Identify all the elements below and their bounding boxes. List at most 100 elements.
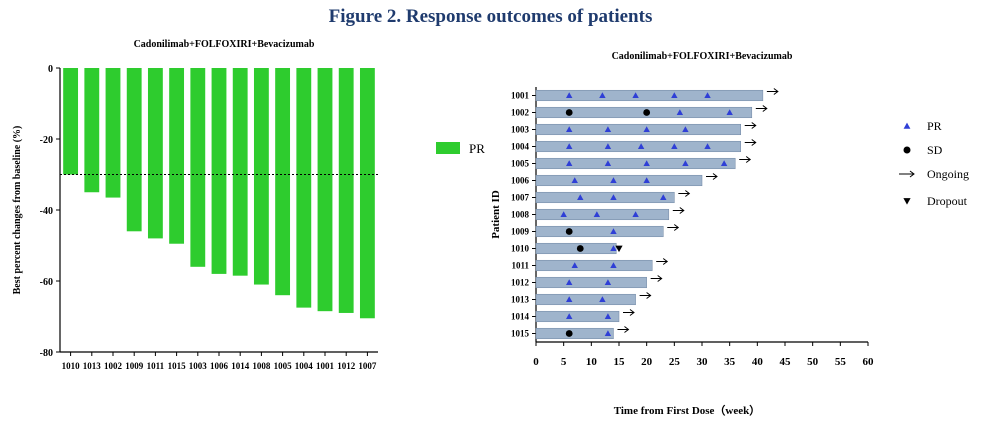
swimmer-x-tick-label: 40 [752, 356, 764, 368]
swimmer-x-tick-label: 30 [697, 356, 709, 368]
waterfall-y-tick-label: -40 [40, 206, 53, 217]
swimmer-pr-marker [560, 211, 567, 218]
swimmer-ongoing-arrow-head [629, 309, 635, 316]
swimmer-pr-marker [632, 211, 639, 218]
legend-pr-icon [903, 122, 911, 129]
waterfall-x-tick-label: 1011 [147, 361, 165, 371]
swimmer-x-tick-label: 35 [724, 356, 736, 368]
swimmer-pr-marker [599, 92, 606, 99]
legend-ongoing-icon-head [909, 170, 915, 178]
swimmer-legend-label: PR [927, 119, 942, 133]
swimmer-bar [535, 123, 741, 136]
swimmer-x-axis-label: Time from First Dose（week） [614, 404, 761, 417]
swimmer-patient-label: 1010 [511, 244, 530, 254]
swimmer-x-tick-label: 25 [669, 356, 681, 368]
swimmer-title: Cadonilimab+FOLFOXIRI+Bevacizumab [612, 51, 793, 62]
swimmer-pr-marker [566, 126, 573, 133]
swimmer-bar [535, 327, 614, 340]
swimmer-patient-label: 1012 [511, 278, 530, 288]
swimmer-pr-marker [643, 126, 650, 133]
swimmer-patient-label: 1014 [511, 312, 530, 322]
swimmer-pr-marker [643, 177, 650, 184]
swimmer-patient-label: 1003 [511, 125, 530, 135]
swimmer-pr-marker [566, 279, 573, 286]
waterfall-x-tick-label: 1005 [274, 361, 293, 371]
swimmer-pr-marker [704, 92, 711, 99]
waterfall-x-tick-label: 1001 [316, 361, 335, 371]
swimmer-pr-marker [599, 296, 606, 303]
swimmer-patient-label: 1001 [511, 91, 530, 101]
swimmer-pr-marker [571, 177, 578, 184]
swimmer-pr-marker [726, 109, 733, 116]
waterfall-x-tick-label: 1008 [252, 361, 271, 371]
swimmer-x-tick-label: 55 [835, 356, 847, 368]
swimmer-ongoing-arrow-head [685, 190, 691, 197]
swimmer-patient-label: 1004 [511, 142, 530, 152]
waterfall-bar [63, 68, 79, 175]
swimmer-bar [535, 276, 647, 289]
waterfall-x-tick-label: 1014 [231, 361, 250, 371]
swimmer-patient-label: 1006 [511, 176, 530, 186]
swimmer-ongoing-arrow-head [662, 258, 669, 265]
swimmer-patient-label: 1007 [511, 193, 530, 203]
swimmer-bar [535, 293, 636, 306]
swimmer-bar [535, 259, 653, 272]
waterfall-bar [275, 68, 291, 296]
swimmer-bar [535, 174, 703, 187]
swimmer-pr-marker [704, 143, 711, 150]
swimmer-legend-label: Ongoing [927, 167, 969, 181]
waterfall-bar [126, 68, 142, 232]
waterfall-legend-label: PR [469, 141, 485, 156]
swimmer-sd-marker [576, 245, 584, 252]
waterfall-bar [296, 68, 312, 308]
swimmer-sd-marker [565, 228, 573, 235]
waterfall-x-tick-label: 1012 [337, 361, 356, 371]
swimmer-pr-marker [682, 126, 689, 133]
swimmer-legend-label: Dropout [927, 194, 968, 208]
waterfall-x-tick-label: 1013 [83, 361, 102, 371]
swimmer-patient-label: 1015 [511, 329, 530, 339]
swimmer-pr-marker [676, 109, 684, 116]
swimmer-pr-marker [604, 143, 612, 150]
legend-dropout-icon [903, 198, 911, 205]
waterfall-x-tick-label: 1006 [210, 361, 229, 371]
swimmer-ongoing-arrow-head [657, 275, 663, 282]
waterfall-bar [105, 68, 121, 198]
waterfall-bar [232, 68, 248, 276]
swimmer-bar [535, 242, 617, 255]
swimmer-sd-marker [643, 109, 651, 116]
swimmer-ongoing-arrow-head [751, 139, 757, 146]
swimmer-pr-marker [610, 228, 617, 235]
swimmer-pr-marker [632, 92, 639, 99]
waterfall-legend-swatch [436, 142, 460, 154]
waterfall-bar [359, 68, 375, 319]
swimmer-pr-marker [610, 177, 617, 184]
swimmer-pr-marker [610, 194, 617, 201]
swimmer-bar [535, 208, 670, 221]
swimmer-pr-marker [566, 160, 573, 167]
swimmer-pr-marker [604, 279, 612, 286]
swimmer-patient-label: 1005 [511, 159, 530, 169]
swimmer-ongoing-arrow-head [679, 207, 685, 214]
waterfall-y-tick-label: -80 [40, 348, 53, 359]
swimmer-bar [535, 225, 664, 238]
legend-sd-icon [903, 146, 911, 154]
waterfall-bar [84, 68, 100, 193]
swimmer-pr-marker [566, 313, 573, 320]
swimmer-x-tick-label: 20 [641, 356, 653, 368]
swimmer-ongoing-arrow-head [624, 326, 630, 333]
swimmer-pr-marker [577, 194, 584, 201]
swimmer-pr-marker [637, 143, 645, 150]
waterfall-bar [147, 68, 163, 239]
swimmer-pr-marker [604, 160, 612, 167]
swimmer-x-tick-label: 60 [863, 356, 875, 368]
swimmer-pr-marker [682, 160, 689, 167]
waterfall-bar [169, 68, 185, 244]
swimmer-pr-marker [566, 296, 573, 303]
swimmer-patient-label: 1002 [511, 108, 530, 118]
swimmer-pr-marker [566, 92, 573, 99]
waterfall-bar [317, 68, 333, 312]
swimmer-pr-marker [566, 143, 573, 150]
swimmer-pr-marker [720, 160, 728, 167]
waterfall-bar [190, 68, 206, 267]
